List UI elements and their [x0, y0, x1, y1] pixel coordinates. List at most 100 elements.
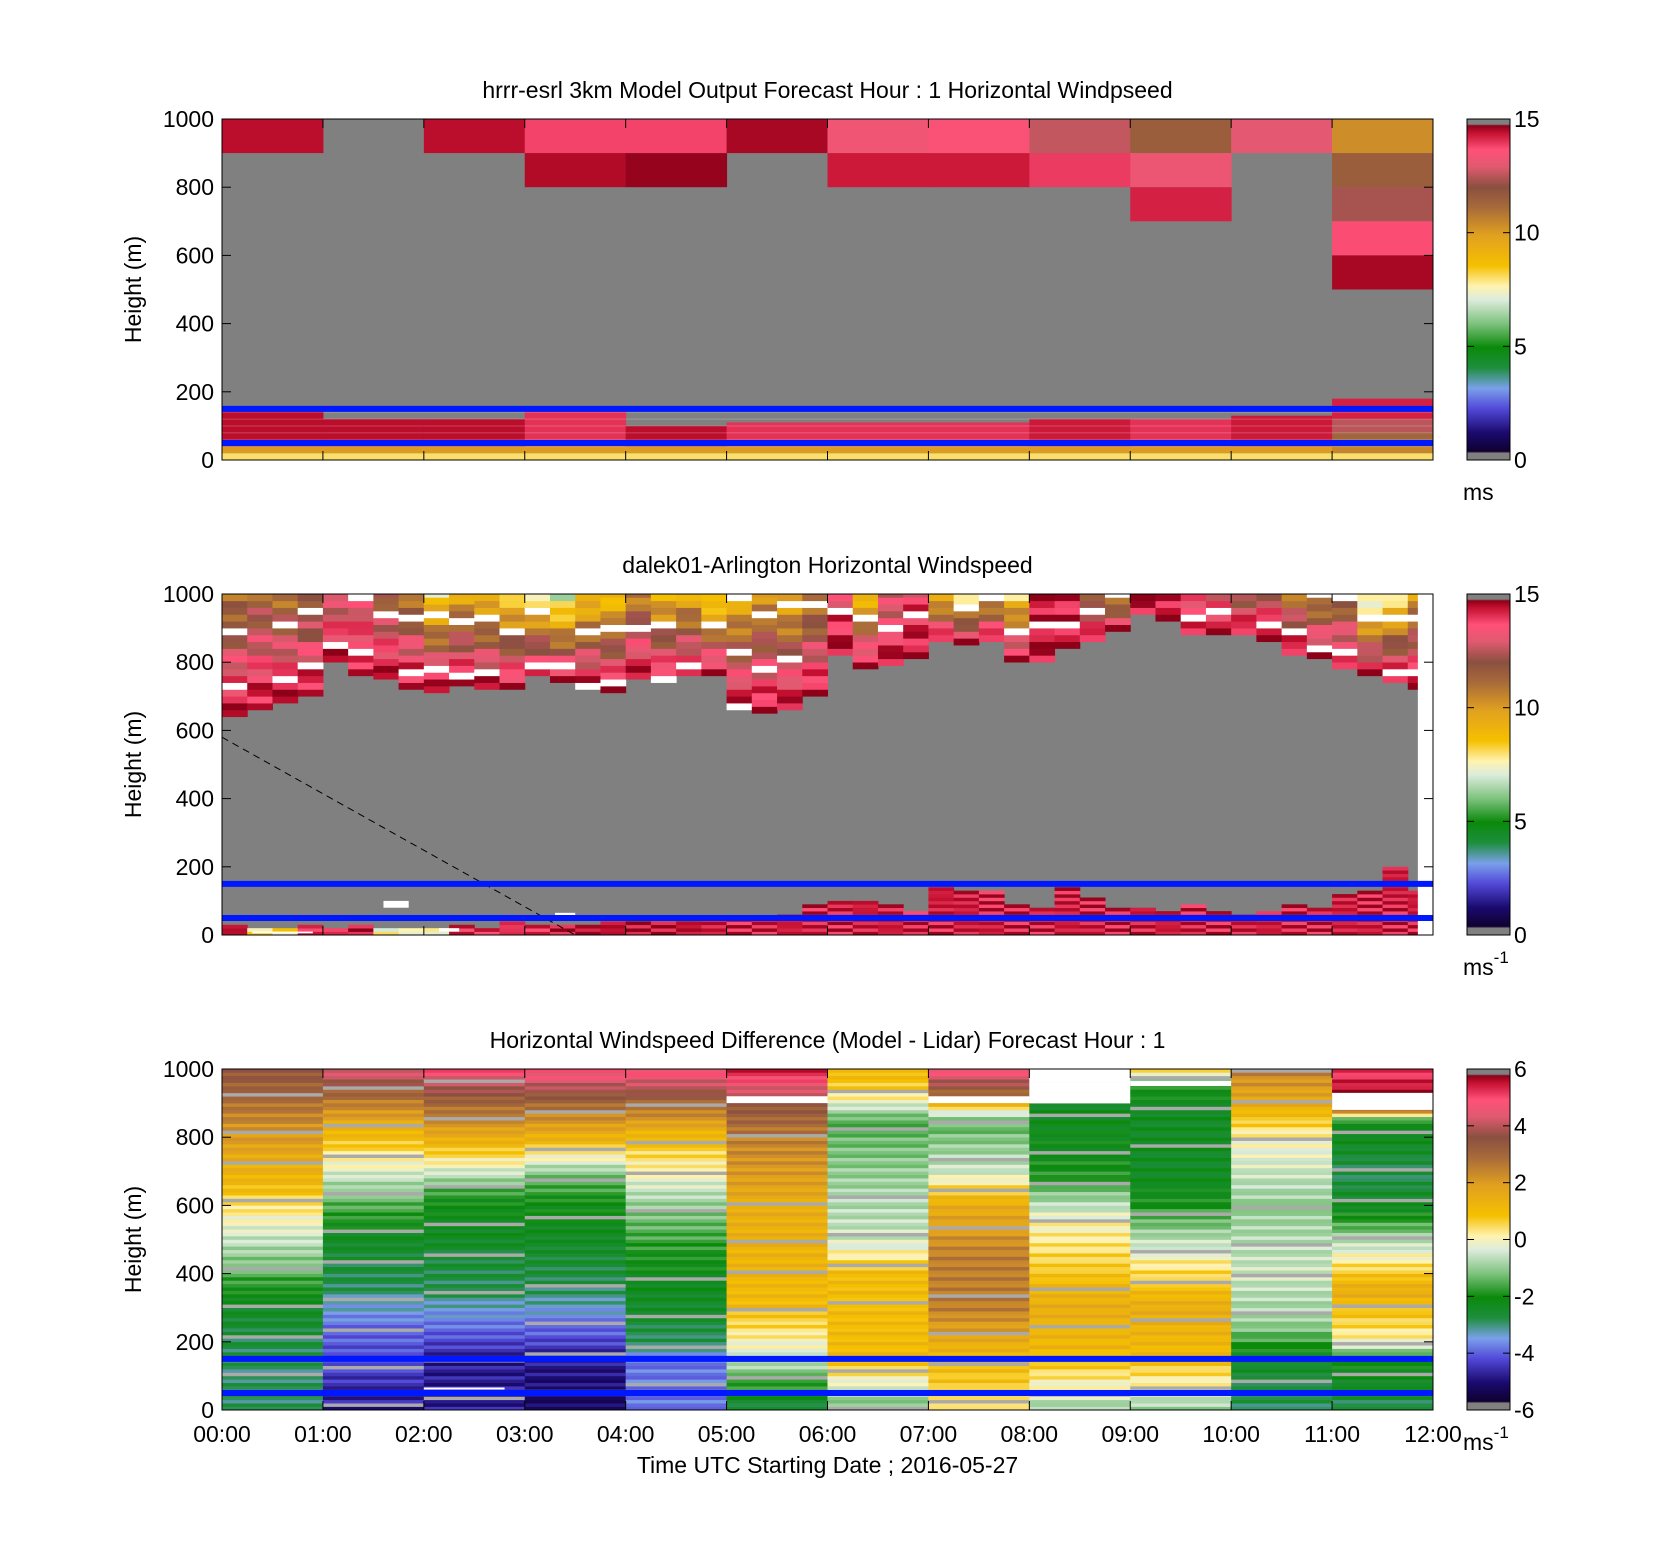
heatmap-cell [524, 1307, 627, 1312]
heatmap-cell [1180, 621, 1207, 629]
heatmap-cell [625, 1406, 728, 1410]
heatmap-cell [499, 600, 526, 608]
heatmap-cell [1029, 1294, 1131, 1298]
heatmap-cell [1332, 1171, 1433, 1176]
heatmap-cell [222, 1283, 324, 1288]
heatmap-cell [928, 1212, 1030, 1216]
heatmap-cell [222, 1099, 324, 1104]
heatmap-cell [701, 621, 728, 629]
heatmap-cell [322, 1191, 425, 1196]
heatmap-cell [322, 1270, 425, 1274]
heatmap-cell [827, 1106, 929, 1111]
heatmap-cell [322, 1263, 425, 1268]
heatmap-cell [322, 1382, 425, 1387]
heatmap-cell [726, 1205, 828, 1210]
heatmap-cell [1004, 621, 1030, 629]
heatmap-cell [423, 1304, 526, 1308]
heatmap-cell [272, 662, 299, 670]
heatmap-cell [322, 1232, 425, 1237]
heatmap-cell [1105, 924, 1131, 929]
heatmap-cell [1332, 1399, 1433, 1404]
heatmap-cell [222, 1403, 324, 1407]
heatmap-cell [1231, 614, 1257, 622]
heatmap-cell [1231, 1181, 1333, 1186]
heatmap-cell [1180, 921, 1207, 926]
data-gap [1029, 1089, 1131, 1094]
heatmap-cell [852, 628, 879, 636]
heatmap-cell [903, 651, 929, 660]
heatmap-cell [373, 604, 400, 612]
heatmap-cell [1029, 1386, 1131, 1390]
heatmap-cell [322, 1174, 425, 1179]
heatmap-cell [903, 931, 929, 935]
heatmap-cell [524, 1147, 627, 1152]
heatmap-cell [1332, 1341, 1433, 1346]
heatmap-cell [827, 1273, 929, 1278]
heatmap-cell [928, 1249, 1030, 1254]
heatmap-cell [1332, 1290, 1433, 1295]
heatmap-cell [625, 1277, 728, 1281]
heatmap-cell [322, 641, 349, 649]
heatmap-cell [1054, 887, 1081, 891]
heatmap-cell [222, 1263, 324, 1268]
heatmap-cell [1231, 1362, 1333, 1366]
heatmap-cell [852, 928, 879, 932]
heatmap-cell [1231, 1239, 1333, 1244]
heatmap-cell [726, 594, 753, 602]
heatmap-cell [423, 1157, 526, 1162]
heatmap-cell [676, 594, 702, 602]
heatmap-cell [549, 662, 576, 670]
chart-title: hrrr-esrl 3km Model Output Forecast Hour… [482, 77, 1172, 103]
heatmap-cell [1332, 907, 1358, 912]
heatmap-cell [222, 1253, 324, 1257]
heatmap-cell [928, 907, 955, 912]
heatmap-cell [423, 1167, 526, 1172]
heatmap-cell [827, 1232, 929, 1237]
heatmap-cell [272, 689, 299, 697]
heatmap-cell [827, 1328, 929, 1332]
heatmap-cell [1029, 1263, 1131, 1268]
heatmap-cell [903, 624, 929, 632]
heatmap-cell [423, 1075, 526, 1080]
heatmap-cell [1231, 1126, 1333, 1131]
heatmap-cell [1306, 924, 1333, 929]
heatmap-cell [423, 1256, 526, 1261]
heatmap-cell [1029, 1157, 1131, 1162]
heatmap-cell [1231, 1314, 1333, 1319]
heatmap-cell [1382, 675, 1409, 683]
heatmap-cell [423, 1120, 526, 1124]
heatmap-cell [1029, 1338, 1131, 1343]
heatmap-cell [827, 1225, 929, 1230]
heatmap-cell [827, 1096, 929, 1100]
heatmap-cell [1029, 921, 1056, 926]
heatmap-cell [1180, 931, 1207, 935]
heatmap-cell [373, 594, 400, 598]
heatmap-cell [1357, 655, 1384, 663]
heatmap-cell [827, 1287, 929, 1291]
heatmap-cell [373, 624, 400, 632]
heatmap-cell [903, 617, 929, 625]
heatmap-cell [827, 1178, 929, 1182]
heatmap-cell [726, 1109, 828, 1114]
heatmap-cell [650, 600, 677, 608]
heatmap-cell [1231, 1167, 1333, 1172]
heatmap-cell [423, 638, 450, 646]
heatmap-cell [575, 600, 601, 608]
heatmap-cell [1357, 662, 1384, 670]
heatmap-cell [1357, 648, 1384, 656]
heatmap-cell [549, 628, 576, 636]
heatmap-cell [1079, 600, 1106, 608]
heatmap-cell [928, 1072, 1030, 1077]
heatmap-cell [474, 641, 501, 649]
data-gap [1332, 1092, 1433, 1110]
heatmap-cell [322, 1137, 425, 1141]
heatmap-cell [1130, 1126, 1232, 1131]
heatmap-cell [827, 1072, 929, 1077]
heatmap-cell [650, 614, 677, 622]
heatmap-cell [726, 1249, 828, 1254]
heatmap-stripe [726, 411, 828, 414]
colorbar-tick-label: 15 [1514, 106, 1540, 132]
heatmap-cell [625, 1297, 728, 1302]
heatmap-cell [1332, 662, 1358, 670]
heatmap-cell [1029, 1362, 1131, 1366]
